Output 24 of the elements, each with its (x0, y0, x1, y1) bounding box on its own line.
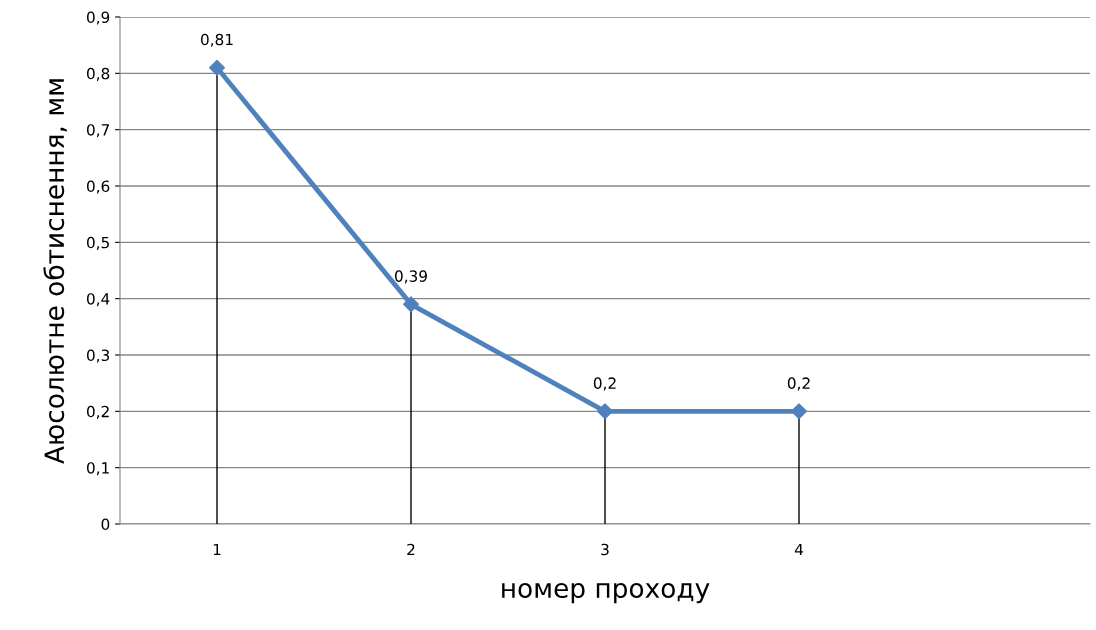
y-tick-label: 0,7 (86, 124, 109, 138)
y-tick-label: 0,5 (86, 236, 109, 250)
y-tick-label: 0,3 (86, 349, 110, 363)
y-tick-label: 0,9 (86, 11, 110, 25)
x-tick-label: 2 (407, 543, 415, 556)
y-tick-label: 0,1 (86, 462, 109, 476)
y-axis-title: Аюсолютне обтиснення, мм (43, 79, 67, 464)
y-tick-label: 0,8 (86, 67, 110, 81)
x-tick-label: 4 (794, 543, 803, 556)
data-label: 0,81 (201, 33, 233, 47)
data-label: 0,2 (787, 377, 810, 391)
y-tick-label: 0,2 (86, 405, 109, 419)
data-label: 0,39 (395, 270, 427, 284)
point (403, 296, 419, 313)
data-label: 0,2 (593, 377, 616, 391)
point (597, 403, 613, 420)
x-tick-label: 1 (213, 543, 221, 556)
x-axis-title: номер проходу (502, 582, 710, 604)
y-tick-label: 0 (101, 518, 110, 531)
x-tick-label: 3 (601, 543, 609, 556)
point (791, 403, 807, 420)
point (209, 59, 225, 76)
y-tick-label: 0,6 (86, 180, 110, 194)
y-tick-label: 0,4 (86, 293, 110, 307)
